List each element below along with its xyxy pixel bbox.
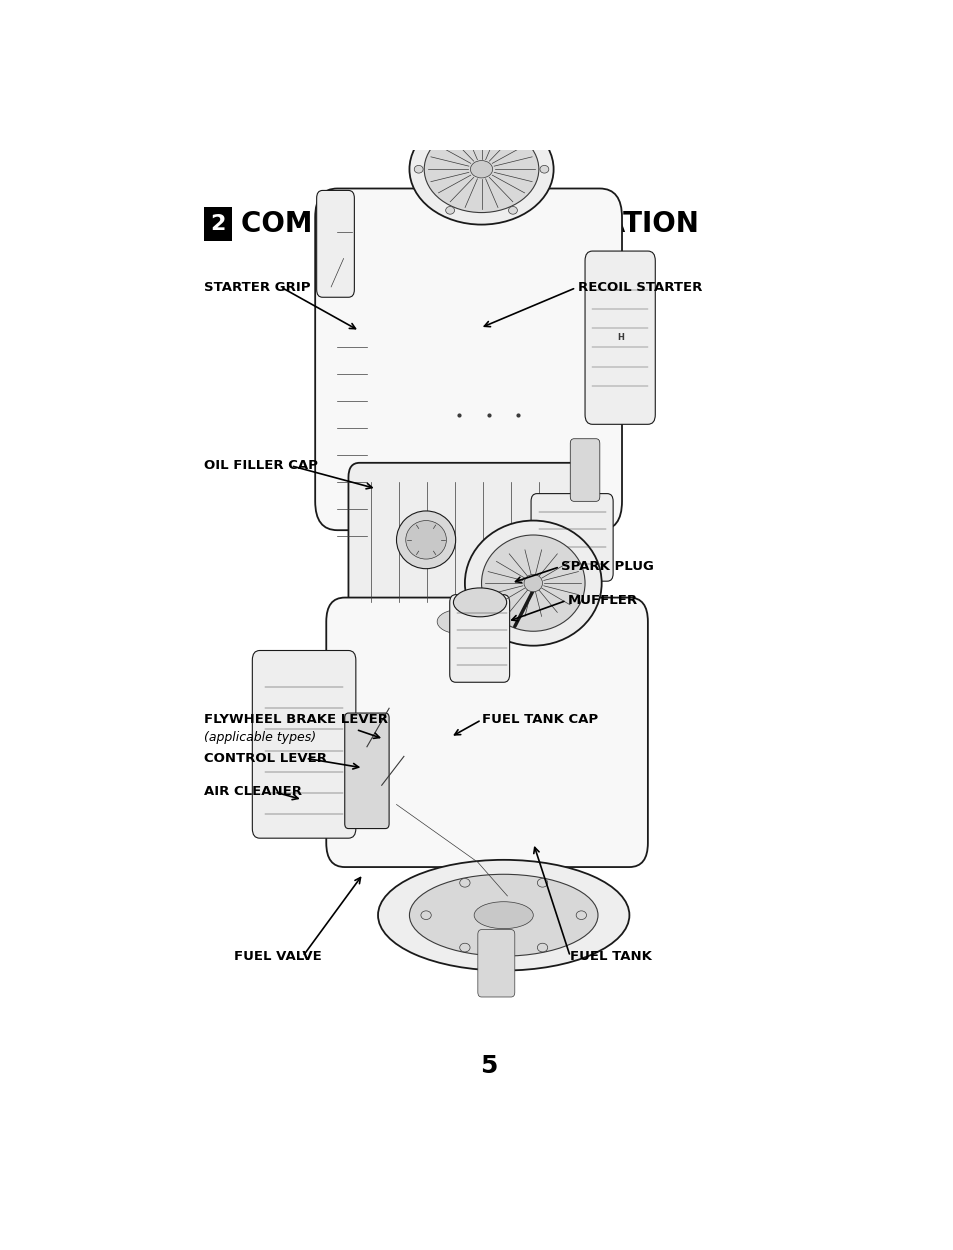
Ellipse shape: [445, 206, 454, 214]
Ellipse shape: [474, 901, 533, 929]
Text: FUEL VALVE: FUEL VALVE: [233, 950, 321, 962]
FancyBboxPatch shape: [477, 930, 515, 998]
Ellipse shape: [377, 860, 629, 970]
Text: FLYWHEEL BRAKE LEVER: FLYWHEEL BRAKE LEVER: [204, 714, 388, 726]
Text: COMPONENT IDENTIFICATION: COMPONENT IDENTIFICATION: [241, 210, 699, 238]
Ellipse shape: [409, 114, 553, 225]
FancyBboxPatch shape: [584, 251, 655, 424]
Ellipse shape: [424, 126, 538, 213]
Ellipse shape: [523, 575, 542, 591]
Text: (applicable types): (applicable types): [204, 730, 316, 744]
Ellipse shape: [436, 610, 481, 634]
Ellipse shape: [576, 911, 586, 920]
Text: STARTER GRIP: STARTER GRIP: [204, 281, 311, 294]
Ellipse shape: [405, 520, 446, 559]
Text: FUEL TANK CAP: FUEL TANK CAP: [481, 714, 597, 726]
Ellipse shape: [396, 511, 456, 569]
Ellipse shape: [409, 874, 598, 956]
Ellipse shape: [459, 879, 470, 888]
Ellipse shape: [537, 944, 547, 952]
Text: H: H: [617, 334, 623, 342]
Ellipse shape: [470, 160, 492, 177]
Text: RECOIL STARTER: RECOIL STARTER: [577, 281, 701, 294]
Ellipse shape: [459, 944, 470, 952]
Ellipse shape: [453, 588, 506, 616]
Text: CONTROL LEVER: CONTROL LEVER: [204, 751, 327, 765]
Text: 5: 5: [479, 1054, 497, 1079]
FancyBboxPatch shape: [348, 462, 580, 616]
FancyBboxPatch shape: [344, 712, 389, 829]
Ellipse shape: [445, 124, 454, 132]
FancyBboxPatch shape: [449, 595, 509, 683]
Text: SPARK PLUG: SPARK PLUG: [560, 560, 654, 574]
Ellipse shape: [414, 165, 423, 172]
Ellipse shape: [537, 879, 547, 888]
Ellipse shape: [539, 165, 548, 172]
FancyBboxPatch shape: [252, 650, 355, 839]
Ellipse shape: [481, 535, 584, 631]
Text: FUEL TANK: FUEL TANK: [570, 950, 652, 962]
FancyBboxPatch shape: [570, 439, 599, 501]
FancyBboxPatch shape: [326, 598, 647, 868]
Text: MUFFLER: MUFFLER: [567, 594, 638, 608]
Text: 2: 2: [211, 214, 226, 234]
Ellipse shape: [420, 911, 431, 920]
FancyBboxPatch shape: [316, 190, 354, 298]
Ellipse shape: [508, 206, 517, 214]
Ellipse shape: [508, 124, 517, 132]
Bar: [204, 206, 233, 241]
Ellipse shape: [464, 520, 601, 646]
FancyBboxPatch shape: [314, 189, 621, 530]
Text: OIL FILLER CAP: OIL FILLER CAP: [204, 459, 317, 472]
Text: AIR CLEANER: AIR CLEANER: [204, 785, 302, 799]
FancyBboxPatch shape: [531, 494, 613, 581]
